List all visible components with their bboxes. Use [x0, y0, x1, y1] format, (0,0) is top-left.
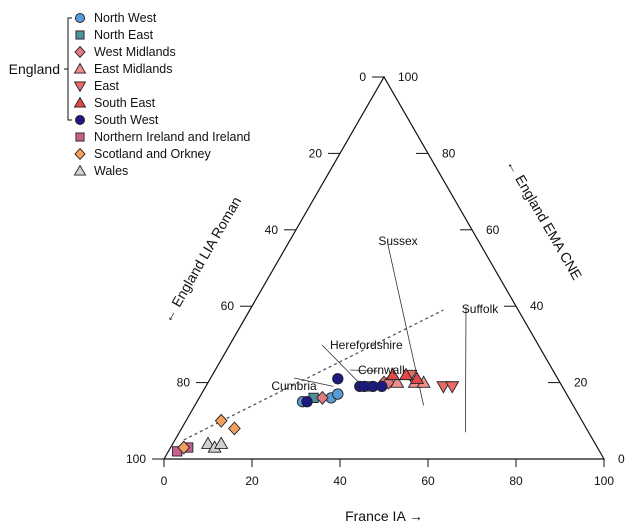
right-axis-title: ← England EMA CNE: [503, 157, 585, 283]
legend-marker: [73, 96, 87, 108]
legend-marker: [73, 81, 87, 93]
point-wales: [214, 436, 229, 449]
point-scotland-and-orkney: [214, 413, 228, 428]
left-tick-label: 0: [359, 70, 366, 84]
point-east: [445, 381, 460, 394]
point-south-east: [385, 367, 400, 381]
annotation-label: Suffolk: [462, 302, 499, 316]
legend-marker: [74, 114, 86, 126]
point-east-midlands: [390, 375, 405, 388]
legend-label: West Midlands: [94, 45, 176, 59]
bottom-axis-title: France IA →: [345, 508, 423, 524]
point-south-west: [301, 396, 313, 408]
bottom-tick-label: 40: [333, 474, 347, 488]
annotation-label: Herefordshire: [330, 338, 403, 352]
legend-label: South West: [94, 113, 159, 127]
left-tick-label: 20: [309, 146, 323, 160]
legend-label: South East: [94, 96, 156, 110]
left-tick-label: 40: [265, 223, 279, 237]
left-tick-label: 80: [177, 376, 191, 390]
legend-label: North East: [94, 28, 154, 42]
leader-line: [293, 377, 334, 387]
legend-marker: [74, 12, 86, 24]
legend-marker: [75, 30, 85, 40]
legend-label: East: [94, 79, 120, 93]
point-south-west: [332, 373, 344, 385]
point-east: [436, 381, 451, 394]
annotations: Sussex Suffolk Herefordshire Cornwall Cumbri…: [271, 234, 499, 393]
legend-label: Wales: [94, 164, 128, 178]
point-scotland-and-orkney: [177, 440, 191, 455]
right-tick-label: 0: [618, 452, 625, 466]
annotation-label: Sussex: [378, 234, 417, 248]
left-tick-label: 60: [221, 299, 235, 313]
bottom-tick-label: 60: [421, 474, 435, 488]
bottom-tick-label: 20: [245, 474, 259, 488]
data-points: [172, 367, 460, 457]
trend-line-path: [183, 309, 444, 441]
triangle-frame: [162, 75, 606, 460]
annotation-label: Cornwall: [358, 363, 405, 377]
left-tick-label: 100: [126, 452, 146, 466]
legend-marker: [73, 62, 87, 74]
point-scotland-and-orkney: [228, 421, 241, 436]
point-south-west: [376, 380, 388, 393]
bottom-tick-label: 0: [161, 474, 168, 488]
legend-label: East Midlands: [94, 62, 173, 76]
right-tick-label: 40: [530, 299, 544, 313]
legend: North West North East West Midlands East Mi…: [9, 11, 251, 178]
point-south-east: [409, 371, 425, 384]
legend-label: Scotland and Orkney: [94, 147, 211, 161]
right-tick-label: 60: [486, 223, 500, 237]
annotation-label: Cumbria: [271, 379, 317, 393]
right-tick-label: 80: [442, 146, 456, 160]
leader-line: [464, 306, 467, 433]
right-tick-label: 20: [574, 376, 588, 390]
group-bracket: [67, 17, 72, 121]
legend-marker: [73, 164, 87, 176]
right-axis-title-group: ← England EMA CNE: [503, 157, 585, 283]
legend-marker: [75, 132, 85, 142]
legend-marker: [74, 45, 86, 59]
trend-line: [183, 309, 444, 441]
bottom-tick-label: 100: [594, 474, 614, 488]
legend-label: North West: [94, 11, 157, 25]
legend-group-label: England: [9, 61, 60, 77]
legend-marker: [74, 147, 86, 161]
legend-label: Northern Ireland and Ireland: [94, 130, 250, 144]
point-south-east: [398, 367, 414, 381]
point-wales: [200, 436, 216, 449]
right-tick-label: 100: [398, 70, 418, 84]
triangle-outline: [162, 75, 606, 460]
leader-line: [349, 369, 378, 372]
point-north-west: [332, 388, 344, 400]
point-west-midlands: [316, 390, 329, 405]
bottom-tick-label: 80: [509, 474, 523, 488]
axis-ticks: 0 20 40 60 80 100 100 80 60 40 20 0 0 20 40 60 80 100: [126, 70, 625, 488]
